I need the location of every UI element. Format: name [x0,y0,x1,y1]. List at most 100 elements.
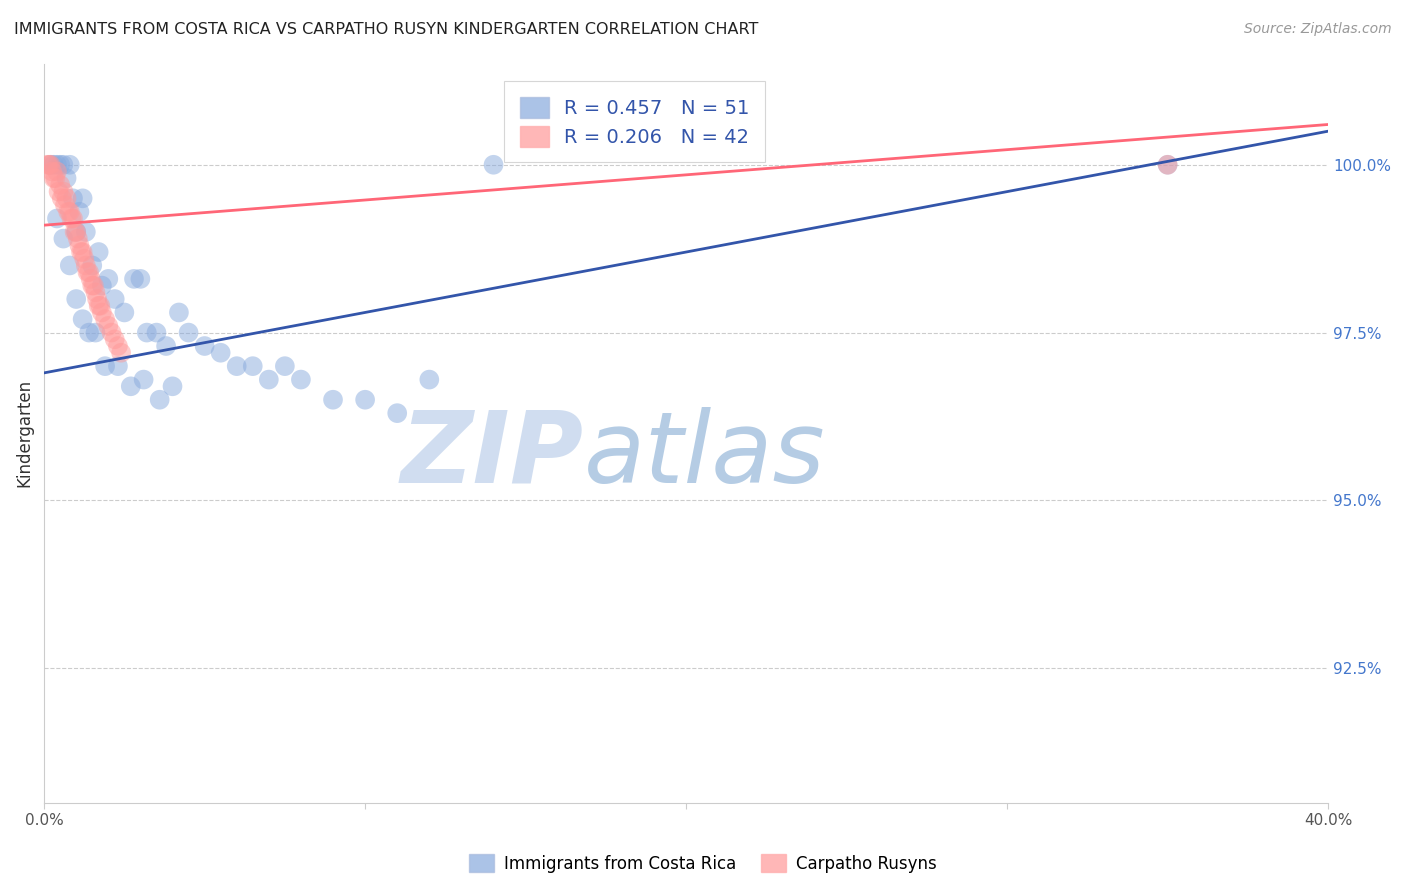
Point [257,373,280,387]
Point [242,359,264,373]
Point [67,238,90,252]
Point [86,292,108,306]
Point [72,312,94,326]
Point [37,158,59,172]
Point [90,305,112,319]
Point [46,164,69,178]
Point [482,158,505,172]
Point [42,158,65,172]
Point [290,373,312,387]
Point [70,245,93,260]
Point [84,285,107,300]
Point [107,359,129,373]
Point [82,278,104,293]
Point [94,312,117,326]
Point [56,204,79,219]
Point [59,259,82,273]
Point [55,191,77,205]
Point [76,265,98,279]
Point [65,225,87,239]
Point [52,185,75,199]
Point [129,272,152,286]
Point [67,204,90,219]
Point [65,292,87,306]
Point [62,211,84,226]
Point [104,292,127,306]
Point [52,231,75,245]
Point [112,305,135,319]
Point [39,158,62,172]
Point [53,198,76,212]
Point [135,326,157,340]
Point [39,158,62,172]
Point [52,158,75,172]
Legend: Immigrants from Costa Rica, Carpatho Rusyns: Immigrants from Costa Rica, Carpatho Rus… [463,847,943,880]
Legend: R = 0.457   N = 51, R = 0.206   N = 42: R = 0.457 N = 51, R = 0.206 N = 42 [505,81,765,162]
Point [72,245,94,260]
Point [145,326,167,340]
Point [97,272,120,286]
Point [75,259,97,273]
Point [42,171,65,186]
Point [97,318,120,333]
Point [120,379,142,393]
Point [72,191,94,205]
Point [77,265,100,279]
Point [132,373,155,387]
Point [110,345,132,359]
Text: IMMIGRANTS FROM COSTA RICA VS CARPATHO RUSYN KINDERGARTEN CORRELATION CHART: IMMIGRANTS FROM COSTA RICA VS CARPATHO R… [14,22,758,37]
Point [225,359,247,373]
Point [82,259,104,273]
Point [83,278,105,293]
Text: Source: ZipAtlas.com: Source: ZipAtlas.com [1244,22,1392,37]
Point [194,339,217,353]
Point [59,158,82,172]
Point [62,191,84,205]
Point [100,326,122,340]
Point [322,392,344,407]
Point [46,211,69,226]
Point [49,178,72,192]
Point [77,326,100,340]
Point [38,158,60,172]
Text: ZIP: ZIP [401,407,583,504]
Point [75,225,97,239]
Point [51,191,73,205]
Point [48,185,70,199]
Point [44,171,66,186]
Point [122,272,145,286]
Point [89,299,111,313]
Y-axis label: Kindergarten: Kindergarten [15,379,32,487]
Point [59,204,82,219]
Point [274,359,297,373]
Text: atlas: atlas [583,407,825,504]
Point [60,211,83,226]
Point [209,345,232,359]
Point [155,339,177,353]
Point [1156,158,1178,172]
Point [149,392,172,407]
Point [55,171,77,186]
Point [177,326,200,340]
Point [354,392,377,407]
Point [66,231,89,245]
Point [84,326,107,340]
Point [162,379,184,393]
Point [94,359,117,373]
Point [49,158,72,172]
Point [167,305,190,319]
Point [418,373,440,387]
Point [104,332,127,346]
Point [41,164,63,178]
Point [87,299,110,313]
Point [46,158,69,172]
Point [63,225,86,239]
Point [73,252,96,266]
Point [79,272,101,286]
Point [65,225,87,239]
Point [107,339,129,353]
Point [387,406,409,420]
Point [87,245,110,260]
Point [90,278,112,293]
Point [1156,158,1178,172]
